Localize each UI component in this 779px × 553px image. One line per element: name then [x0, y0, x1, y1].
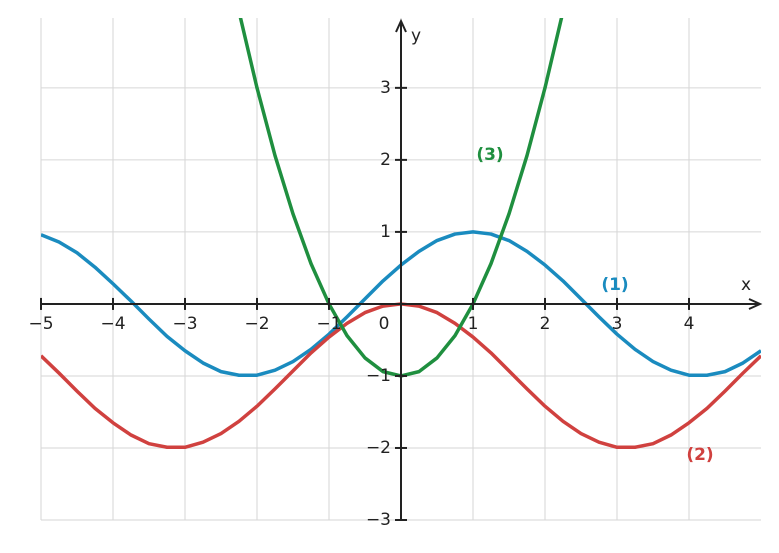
- y-tick-label: −3: [366, 510, 391, 530]
- curve-label: (3): [476, 145, 503, 165]
- y-tick-label: 1: [380, 222, 391, 242]
- x-tick-label: 3: [612, 314, 623, 334]
- x-tick-label: 2: [540, 314, 551, 334]
- x-tick-label: 0: [379, 314, 390, 334]
- y-tick-label: 3: [380, 78, 391, 98]
- x-tick-label: 4: [684, 314, 695, 334]
- x-tick-label: 1: [468, 314, 479, 334]
- x-axis-label: x: [741, 275, 751, 295]
- x-arrow: [748, 298, 763, 310]
- curve-label: (2): [686, 445, 713, 465]
- y-tick-label: 2: [380, 150, 391, 170]
- x-tick-label: −5: [28, 314, 53, 334]
- y-arrow: [395, 18, 407, 33]
- x-tick-label: −1: [316, 314, 341, 334]
- y-tick-label: −2: [366, 438, 391, 458]
- x-tick-label: −4: [100, 314, 125, 334]
- x-tick-label: −3: [172, 314, 197, 334]
- curve-label: (1): [601, 275, 628, 295]
- x-tick-label: −2: [244, 314, 269, 334]
- y-tick-label: −1: [366, 366, 391, 386]
- y-axis-label: y: [411, 26, 421, 46]
